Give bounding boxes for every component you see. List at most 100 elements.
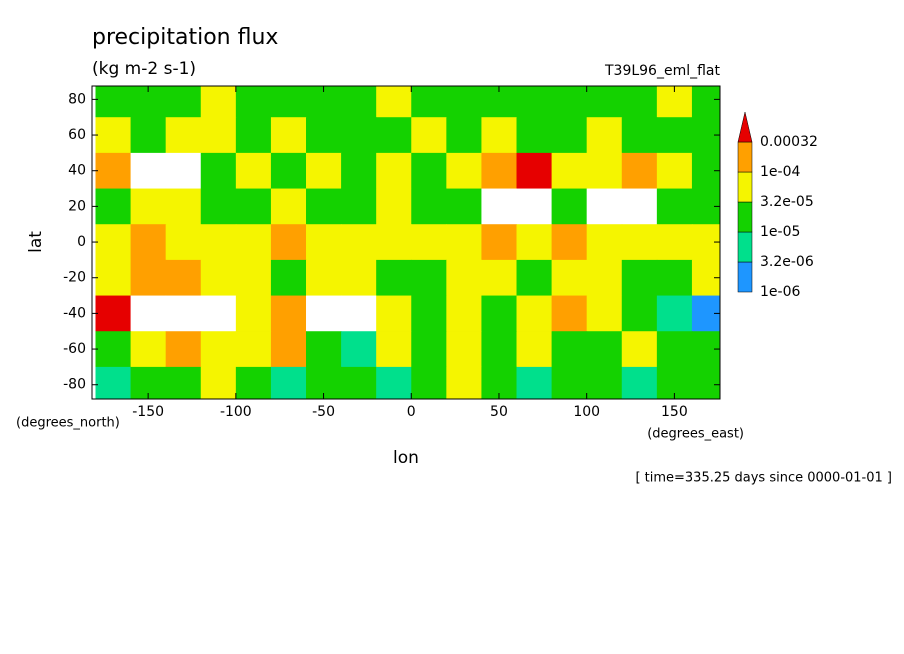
y-tick-label: -60 (63, 341, 86, 357)
contour-cell (376, 224, 412, 261)
contour-cell (656, 224, 693, 261)
x-tick-label: -150 (132, 404, 164, 420)
contour-cell (376, 188, 412, 225)
contour-cell (621, 224, 658, 261)
contour-cell (200, 295, 237, 332)
contour-cell (446, 366, 482, 399)
contour-cell (586, 366, 623, 399)
contour-cell (656, 295, 693, 332)
contour-cell (130, 259, 167, 297)
contour-cell (446, 259, 482, 297)
contour-cell (376, 366, 412, 399)
contour-cell (95, 295, 132, 332)
contour-cell (95, 224, 132, 261)
contour-cell (516, 117, 553, 154)
contour-cell (341, 188, 377, 225)
contour-cell (306, 224, 342, 261)
contour-cell (586, 188, 623, 225)
contour-cell (516, 152, 553, 190)
footer: [ time=335.25 days since 0000-01-01 ] (635, 471, 892, 486)
contour-cell (691, 117, 720, 154)
contour-cell (516, 259, 553, 297)
contour-cell (341, 152, 377, 190)
colorbar-label: 3.2e-05 (760, 194, 814, 210)
contour-cell (621, 152, 658, 190)
contour-cell (306, 259, 342, 297)
contour-cell (200, 224, 237, 261)
contour-cell (551, 259, 588, 297)
contour-cell (481, 117, 518, 154)
y-axis-units: (degrees_north) (16, 416, 120, 431)
contour-cell (341, 117, 377, 154)
contour-cell (341, 224, 377, 261)
contour-cell (376, 259, 412, 297)
contour-cell (691, 86, 720, 118)
x-tick-label: 100 (573, 404, 600, 420)
contour-cell (586, 152, 623, 190)
contour-cell (691, 188, 720, 225)
contour-cell (341, 295, 377, 332)
contour-cell (235, 224, 272, 261)
contour-cell (621, 86, 658, 118)
contour-cell (481, 152, 518, 190)
contour-cell (270, 295, 307, 332)
annotation: T39L96_eml_flat (604, 63, 721, 79)
contour-cell (411, 117, 447, 154)
contour-cell (165, 188, 202, 225)
contour-cell (235, 86, 272, 118)
y-axis-label: lat (26, 231, 46, 253)
contour-cell (200, 117, 237, 154)
contour-cell (270, 366, 307, 399)
contour-cell (446, 188, 482, 225)
contour-cell (341, 259, 377, 297)
contour-cell (691, 259, 720, 297)
contour-cell (270, 117, 307, 154)
contour-cell (656, 117, 693, 154)
contour-cell (306, 117, 342, 154)
contour-cell (95, 86, 132, 118)
colorbar-label: 1e-04 (760, 164, 800, 180)
contour-cell (551, 295, 588, 332)
contour-cell (446, 86, 482, 118)
contour-cell (376, 295, 412, 332)
x-tick-label: 50 (490, 404, 508, 420)
colorbar-box (737, 231, 753, 263)
contour-cell (691, 224, 720, 261)
contour-cell (551, 117, 588, 154)
contour-cell (446, 331, 482, 368)
colorbar-box (737, 261, 753, 293)
contour-cell (306, 188, 342, 225)
contour-cell (165, 224, 202, 261)
contour-cell (270, 259, 307, 297)
contour-cell (551, 224, 588, 261)
contour-cell (235, 117, 272, 154)
contour-cell (411, 152, 447, 190)
contour-cell (270, 86, 307, 118)
contour-cell (656, 188, 693, 225)
chart-subtitle: (kg m-2 s-1) (92, 59, 196, 79)
contour-cell (621, 259, 658, 297)
y-tick-label: -20 (63, 270, 86, 286)
contour-cell (200, 366, 237, 399)
contour-cell (516, 86, 553, 118)
contour-cell (481, 295, 518, 332)
contour-cell (130, 188, 167, 225)
colorbar-label: 3.2e-06 (760, 254, 814, 270)
contour-cell (516, 366, 553, 399)
contour-cell (656, 331, 693, 368)
chart-title: precipitation flux (92, 25, 278, 50)
contour-cell (341, 331, 377, 368)
contour-cell (95, 366, 132, 399)
x-tick-label: 0 (407, 404, 416, 420)
contour-cell (551, 86, 588, 118)
contour-cell (446, 117, 482, 154)
contour-cell (481, 224, 518, 261)
contour-cell (130, 117, 167, 154)
contour-cell (376, 152, 412, 190)
contour-cell (130, 295, 167, 332)
contour-cell (130, 224, 167, 261)
contour-cell (586, 295, 623, 332)
contour-cell (165, 259, 202, 297)
contour-cell (621, 366, 658, 399)
